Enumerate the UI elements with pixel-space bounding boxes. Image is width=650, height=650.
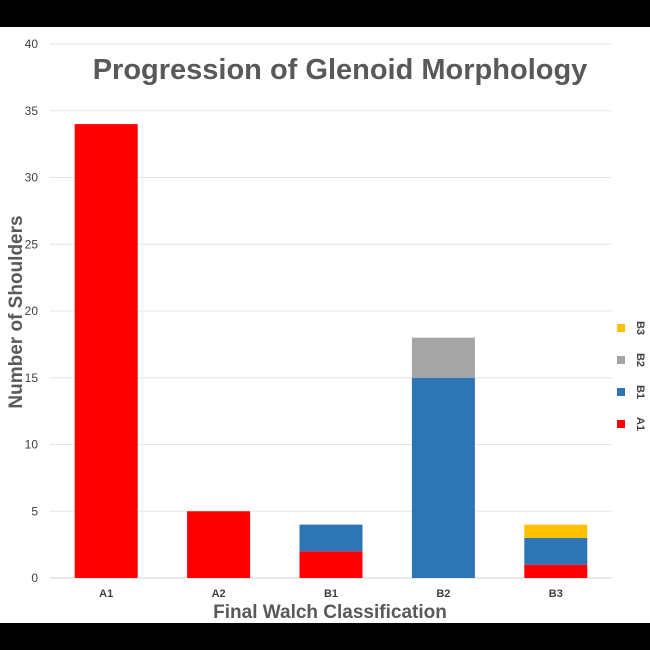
x-tick-label: A1 bbox=[99, 588, 113, 600]
legend-label-b1: B1 bbox=[634, 385, 646, 399]
legend-swatch-a1 bbox=[617, 420, 625, 428]
x-axis-title: Final Walch Classification bbox=[213, 602, 447, 623]
chart: 0 5 10 15 20 25 30 35 40 A1 A2 B1 B2 B3 A1 B1 B2 B3 Pro… bbox=[6, 37, 646, 623]
chart-panel: 0 5 10 15 20 25 30 35 40 A1 A2 B1 B2 B3 A1 B1 B2 B3 Pro… bbox=[0, 27, 650, 623]
y-tick-label: 5 bbox=[31, 504, 38, 518]
y-tick-label: 35 bbox=[25, 104, 39, 118]
legend-label-a1: A1 bbox=[634, 417, 646, 431]
bar-b2-b1 bbox=[411, 377, 475, 578]
bar-a1-a1 bbox=[74, 124, 138, 578]
bars-layer bbox=[74, 124, 588, 578]
legend: A1 B1 B2 B3 bbox=[617, 321, 646, 431]
bar-b3-b1 bbox=[524, 537, 588, 565]
x-tick-label: B2 bbox=[436, 588, 450, 600]
bar-b3-b3 bbox=[524, 524, 588, 538]
legend-swatch-b2 bbox=[617, 356, 625, 364]
y-tick-label: 15 bbox=[25, 371, 39, 385]
grid-layer bbox=[50, 43, 612, 579]
y-tick-labels: 0 5 10 15 20 25 30 35 40 bbox=[25, 37, 39, 585]
y-tick-label: 40 bbox=[25, 37, 39, 51]
x-tick-label: B3 bbox=[549, 588, 563, 600]
bar-b2-b2 bbox=[411, 337, 475, 378]
bar-a2-a1 bbox=[187, 511, 251, 578]
legend-label-b2: B2 bbox=[634, 353, 646, 367]
y-tick-label: 30 bbox=[25, 171, 39, 185]
y-tick-label: 20 bbox=[25, 304, 39, 318]
x-tick-label: A2 bbox=[212, 588, 226, 600]
bar-b1-b1 bbox=[299, 524, 363, 552]
y-axis-title: Number of Shoulders bbox=[6, 215, 27, 408]
y-tick-label: 0 bbox=[31, 571, 38, 585]
legend-swatch-b3 bbox=[617, 324, 625, 332]
x-tick-labels: A1 A2 B1 B2 B3 bbox=[99, 588, 563, 600]
y-tick-label: 10 bbox=[25, 438, 39, 452]
bar-b3-a1 bbox=[524, 564, 588, 578]
bar-b1-a1 bbox=[299, 551, 363, 578]
y-tick-label: 25 bbox=[25, 237, 39, 251]
legend-label-b3: B3 bbox=[634, 321, 646, 335]
chart-title: Progression of Glenoid Morphology bbox=[93, 54, 588, 86]
legend-swatch-b1 bbox=[617, 388, 625, 396]
x-tick-label: B1 bbox=[324, 588, 338, 600]
